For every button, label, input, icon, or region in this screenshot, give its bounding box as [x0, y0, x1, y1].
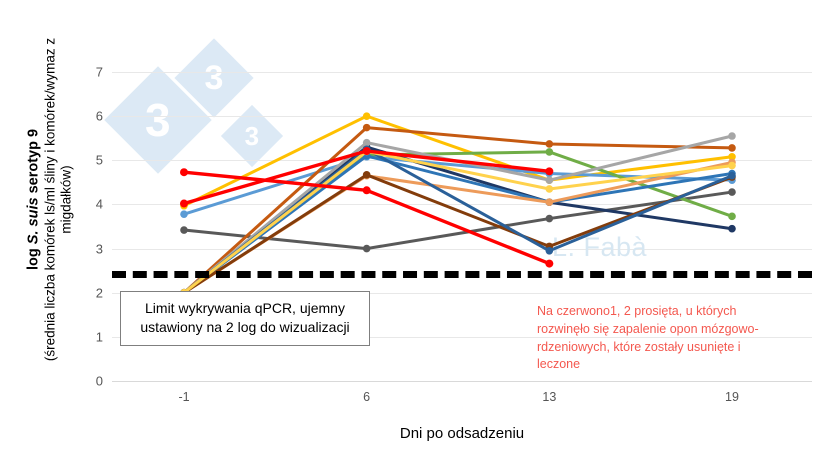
- data-point-marker: [180, 168, 188, 177]
- data-point-marker: [362, 171, 371, 179]
- x-axis-line: [112, 381, 812, 382]
- series-line: [182, 114, 734, 208]
- data-point-marker: [362, 186, 371, 195]
- series-piglet-red-1: [180, 168, 554, 268]
- x-axis-tick-label: 6: [363, 390, 371, 404]
- data-point-marker: [362, 123, 371, 132]
- series-line: [182, 149, 734, 295]
- data-point-marker: [728, 224, 736, 233]
- data-point-marker: [180, 226, 188, 234]
- y-gridline: [112, 336, 812, 338]
- y-axis-tick-label: 0: [95, 373, 103, 389]
- data-point-marker: [728, 144, 736, 152]
- data-point-marker: [728, 152, 736, 161]
- x-axis-title: Dni po odsadzeniu: [399, 425, 525, 442]
- y-axis-title: log S. suis serotyp 9 (średnia liczba ko…: [0, 0, 92, 462]
- series-line: [182, 154, 734, 295]
- data-point-marker: [545, 185, 554, 193]
- data-point-marker: [728, 171, 736, 180]
- red-highlight-note: Na czerwono1, 2 prosięta, u których rozw…: [537, 304, 759, 372]
- data-point-marker: [362, 138, 371, 147]
- data-point-marker: [728, 212, 736, 221]
- data-point-marker: [180, 199, 188, 208]
- y-axis-tick-label: 2: [95, 285, 103, 301]
- y-axis-title-main: log S. suis serotyp 9: [25, 128, 42, 270]
- y-gridline: [112, 72, 812, 73]
- data-point-marker: [545, 214, 554, 223]
- data-point-marker: [545, 246, 554, 255]
- y-axis-tick-label: 5: [95, 152, 103, 168]
- data-point-marker: [728, 188, 736, 196]
- y-axis-tick-label: 3: [95, 241, 103, 257]
- data-point-marker: [362, 244, 371, 253]
- data-point-marker: [180, 210, 188, 218]
- data-point-marker: [545, 259, 554, 268]
- x-axis-tick-label: 13: [542, 390, 557, 404]
- series-line: [182, 190, 734, 251]
- lod-threshold-line: [112, 270, 812, 278]
- lod-annotation-box: Limit wykrywania qPCR, ujemny ustawiony …: [120, 291, 370, 347]
- data-point-marker: [728, 161, 736, 170]
- y-gridline: [112, 116, 812, 118]
- y-gridline: [112, 204, 812, 206]
- y-axis-tick-label: 1: [95, 329, 103, 345]
- data-point-marker: [545, 148, 554, 156]
- series-piglet-gray-dark: [180, 188, 736, 253]
- data-point-marker: [545, 167, 554, 176]
- data-point-marker: [545, 198, 554, 207]
- data-point-marker: [545, 176, 554, 184]
- y-gridline: [112, 292, 812, 294]
- data-point-marker: [728, 132, 736, 140]
- y-axis-title-italic: S. suis: [25, 197, 42, 245]
- series-layer: [180, 112, 736, 297]
- y-axis-tick-label: 6: [95, 108, 103, 124]
- data-point-marker: [362, 147, 371, 156]
- y-gridline: [112, 248, 812, 250]
- data-point-marker: [362, 112, 371, 120]
- x-axis-tick-label: 19: [725, 390, 739, 404]
- series-line: [182, 126, 734, 295]
- y-axis-tick-label: 7: [95, 64, 103, 80]
- series-piglet-red-2: [180, 147, 554, 208]
- y-axis-title-sub: (średnia liczba komórek ls/ml śliny i ko…: [42, 37, 74, 362]
- x-axis-tick-label: -1: [178, 390, 190, 404]
- y-axis-tick-label: 4: [95, 196, 103, 212]
- data-point-marker: [545, 140, 554, 148]
- plot-area: 3 3 3 0 1 2 3 4 5 6 7 L. Fabà -1 6 13 19: [96, 38, 812, 404]
